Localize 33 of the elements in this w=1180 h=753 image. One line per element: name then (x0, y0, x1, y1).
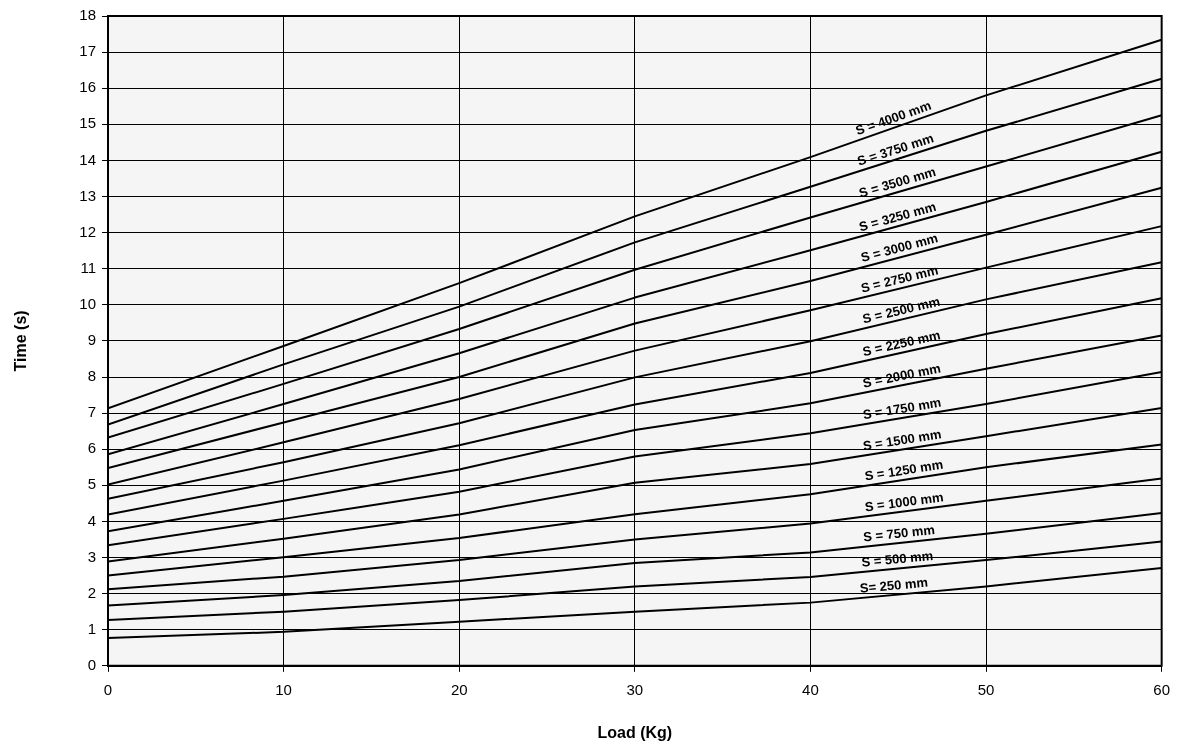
y-tick-label: 14 (79, 150, 96, 168)
x-tick-label: 40 (802, 680, 819, 698)
annotation: S= 250 mm (859, 574, 929, 596)
y-tick-label: 18 (79, 6, 96, 24)
x-axis-title: Load (Kg) (597, 723, 673, 741)
y-tick-label: 13 (79, 186, 96, 204)
y-tick-label: 15 (79, 114, 96, 132)
y-tick-label: 2 (87, 583, 96, 601)
x-tick-label: 30 (626, 680, 644, 698)
x-tick-label: 50 (977, 680, 995, 698)
annotation: S = 1250 mm (863, 456, 945, 484)
y-tick-label: 11 (80, 258, 96, 276)
x-tick-label: 0 (103, 680, 113, 698)
y-tick-label: 3 (87, 547, 96, 565)
y-tick-label: 10 (79, 294, 96, 312)
y-tick-label: 12 (79, 222, 96, 240)
y-tick-label: 5 (87, 475, 96, 493)
x-tick-label: 10 (275, 680, 292, 698)
x-tick-label: 20 (450, 680, 468, 698)
annotation: S = 750 mm (862, 521, 936, 545)
y-tick-label: 9 (87, 331, 96, 349)
annotation: S = 1000 mm (863, 489, 945, 515)
y-tick-label: 17 (79, 42, 96, 60)
y-tick-label: 0 (87, 655, 96, 673)
x-tick-label: 60 (1153, 680, 1170, 698)
y-tick-label: 6 (87, 439, 96, 457)
y-tick-label: 8 (87, 367, 96, 385)
y-axis-title: Time (s) (12, 310, 30, 372)
y-tick-label: 7 (87, 403, 96, 421)
annotation: S = 2750 mm (859, 262, 940, 296)
y-tick-label: 1 (87, 619, 96, 637)
y-tick-label: 4 (87, 511, 96, 529)
y-tick-label: 16 (79, 78, 96, 96)
